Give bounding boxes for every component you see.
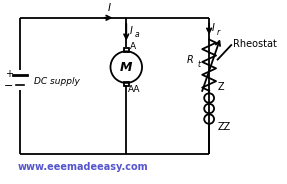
- Text: M: M: [120, 61, 133, 74]
- Text: www.eeemadeeasy.com: www.eeemadeeasy.com: [18, 162, 148, 172]
- Text: ZZ: ZZ: [218, 122, 231, 132]
- Text: I: I: [108, 3, 111, 13]
- Text: R: R: [187, 55, 193, 65]
- Text: I: I: [130, 26, 133, 36]
- Text: t: t: [197, 60, 200, 69]
- Text: DC supply: DC supply: [34, 77, 79, 86]
- Text: AA: AA: [128, 85, 141, 94]
- Text: +: +: [5, 69, 13, 79]
- Text: a: a: [135, 30, 140, 39]
- Text: r: r: [217, 28, 220, 37]
- Bar: [124, 82, 129, 86]
- Text: Z: Z: [218, 82, 225, 92]
- Text: Rheostat: Rheostat: [233, 39, 277, 49]
- Text: A: A: [130, 42, 136, 51]
- Bar: [124, 48, 129, 52]
- Text: −: −: [4, 81, 13, 91]
- Text: I: I: [212, 23, 215, 33]
